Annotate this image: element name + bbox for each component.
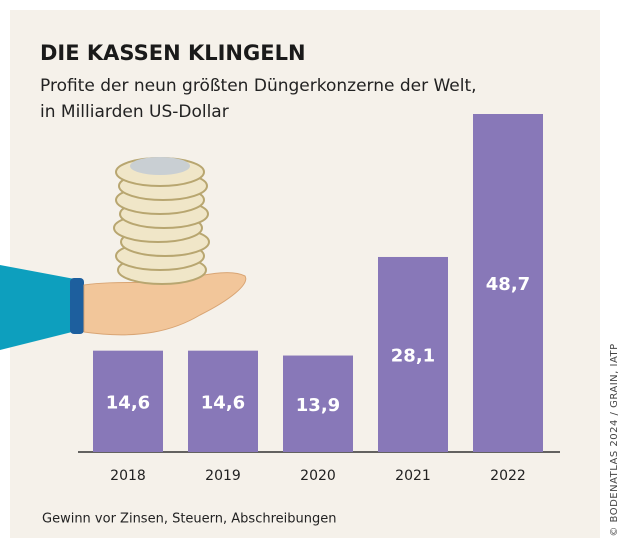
value-label: 14,6 bbox=[201, 392, 245, 413]
x-tick-label: 2020 bbox=[300, 468, 336, 484]
x-tick-label: 2022 bbox=[490, 468, 526, 484]
value-label: 28,1 bbox=[391, 345, 435, 366]
value-label: 13,9 bbox=[296, 395, 340, 416]
x-tick-label: 2018 bbox=[110, 468, 146, 484]
x-tick-label: 2021 bbox=[395, 468, 431, 484]
footnote: Gewinn vor Zinsen, Steuern, Abschreibung… bbox=[42, 512, 336, 527]
value-label: 48,7 bbox=[486, 274, 530, 295]
source: © BODENATLAS 2024 / GRAIN, IATP bbox=[609, 343, 620, 536]
chart-title: DIE KASSEN KLINGELN bbox=[40, 41, 306, 65]
x-tick-label: 2019 bbox=[205, 468, 241, 484]
subtitle-line: Profite der neun größten Düngerkonzerne … bbox=[40, 76, 477, 96]
subtitle-line: in Milliarden US-Dollar bbox=[40, 102, 229, 122]
value-label: 14,6 bbox=[106, 392, 150, 413]
chart: DIE KASSEN KLINGELN Profite der neun grö… bbox=[0, 0, 626, 548]
